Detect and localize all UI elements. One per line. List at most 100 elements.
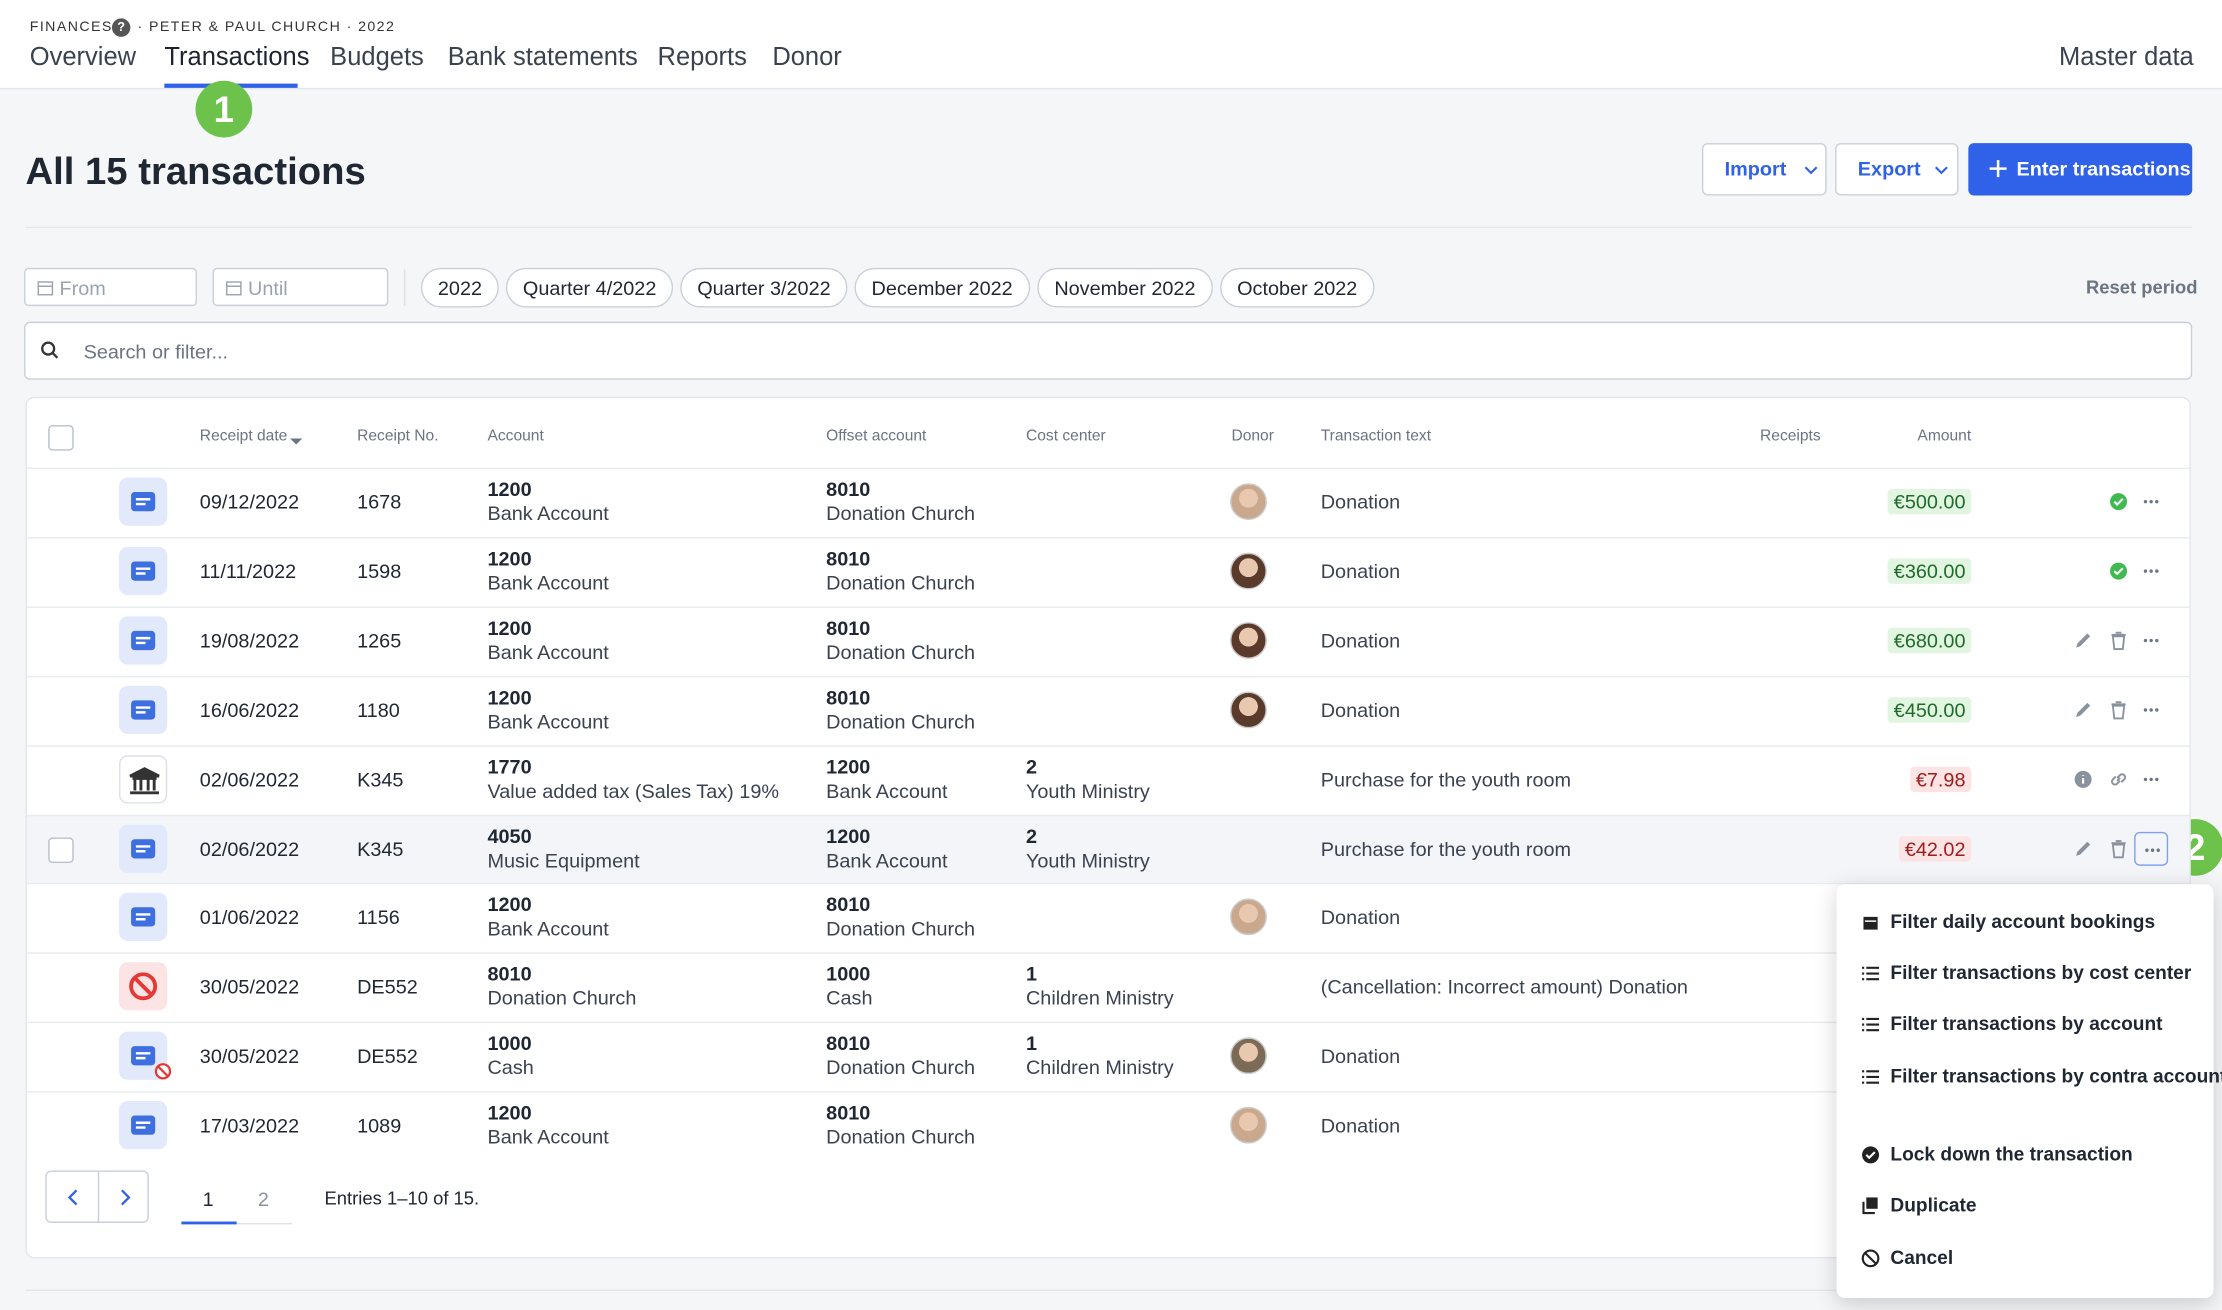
nav-tab[interactable]: Overview xyxy=(29,42,137,71)
nav-tab[interactable]: Budgets xyxy=(330,42,424,71)
account-name: Children Ministry xyxy=(1025,1055,1174,1079)
transaction-text: Donation xyxy=(1320,1113,1401,1137)
menu-item[interactable]: Lock down the transaction xyxy=(1837,1138,2214,1172)
table-row[interactable] xyxy=(26,883,2190,955)
reset-period[interactable]: Reset period xyxy=(2085,276,2198,298)
breadcrumb-context: · PETER & PAUL CHURCH · 2022 xyxy=(137,19,396,36)
account-name: Donation Church xyxy=(826,501,976,525)
table-row[interactable] xyxy=(26,467,2190,539)
edit-icon[interactable] xyxy=(2073,838,2093,858)
period-pill[interactable]: October 2022 xyxy=(1220,267,1375,308)
account-number: 1200 xyxy=(487,893,532,916)
donor-avatar[interactable] xyxy=(1230,898,1267,936)
more-button[interactable] xyxy=(2134,693,2168,727)
table-row[interactable] xyxy=(26,606,2190,678)
period-pill[interactable]: December 2022 xyxy=(854,267,1030,308)
master-data[interactable]: Master data xyxy=(2059,42,2194,71)
menu-icon xyxy=(1861,1248,1881,1268)
account-name: Bank Account xyxy=(487,640,609,663)
page-number[interactable]: 2 xyxy=(257,1187,269,1211)
menu-item[interactable]: Filter daily account bookings xyxy=(1837,906,2214,940)
donor-avatar[interactable] xyxy=(1230,691,1267,728)
help-icon[interactable]: ? xyxy=(111,18,131,37)
chevron xyxy=(1801,160,1821,180)
account-name: Bank Account xyxy=(487,917,609,941)
table-row[interactable] xyxy=(26,1091,2190,1163)
menu-item[interactable]: Cancel xyxy=(1837,1241,2214,1275)
nav-tab[interactable]: Reports xyxy=(657,42,747,71)
menu-icon xyxy=(1861,1196,1881,1216)
receipt-date: 30/05/2022 xyxy=(199,1044,300,1068)
column-header: Transaction text xyxy=(1320,427,1432,445)
account-name: Bank Account xyxy=(487,570,609,594)
receipt-date: 02/06/2022 xyxy=(199,767,300,791)
date-input[interactable]: From xyxy=(24,267,197,307)
table-row[interactable] xyxy=(26,744,2190,816)
next-button[interactable] xyxy=(115,1188,135,1208)
more-button[interactable] xyxy=(2134,762,2168,796)
account-number: 1000 xyxy=(487,1031,532,1055)
import-button[interactable]: Import xyxy=(1701,143,1827,196)
menu-item[interactable]: Filter transactions by account xyxy=(1837,1008,2214,1042)
table-row[interactable] xyxy=(26,814,2190,885)
delete-icon[interactable] xyxy=(2109,700,2129,720)
select-all[interactable] xyxy=(48,425,74,451)
row-checkbox[interactable] xyxy=(48,836,74,863)
account-name: Cash xyxy=(487,1055,534,1079)
search-placeholder: Search or filter... xyxy=(83,340,229,363)
nav-tab[interactable]: Donor xyxy=(772,42,842,71)
menu-item[interactable]: Filter transactions by contra account xyxy=(1837,1060,2222,1094)
search-box[interactable]: Search or filter... xyxy=(24,321,2193,380)
table-row[interactable] xyxy=(26,952,2190,1024)
account-number: 1 xyxy=(1025,1031,1038,1055)
column-header[interactable]: Receipt date xyxy=(199,427,288,445)
period-pill[interactable]: 2022 xyxy=(420,267,500,308)
table-row[interactable] xyxy=(26,536,2190,608)
delete-icon[interactable] xyxy=(2109,630,2129,650)
more-button[interactable] xyxy=(2134,485,2168,519)
receipt-no: 1156 xyxy=(357,906,400,929)
menu-icon xyxy=(1861,1067,1881,1087)
amount: €500.00 xyxy=(1888,488,1972,515)
table-row[interactable] xyxy=(26,675,2190,747)
delete-icon[interactable] xyxy=(2109,838,2129,858)
nav-tab[interactable]: Bank statements xyxy=(447,42,638,71)
donor-avatar[interactable] xyxy=(1230,483,1267,521)
page-tabs-line xyxy=(181,1222,292,1225)
account-number: 1770 xyxy=(487,754,532,778)
row-icon xyxy=(119,754,168,803)
donor-avatar[interactable] xyxy=(1230,1037,1267,1075)
date-input[interactable]: Until xyxy=(212,267,389,307)
page-number[interactable]: 1 xyxy=(202,1187,214,1211)
more-button[interactable] xyxy=(2134,831,2169,866)
account-number: 8010 xyxy=(826,1101,871,1124)
column-header: Donor xyxy=(1231,427,1274,445)
amount: €680.00 xyxy=(1888,627,1972,653)
donor-avatar[interactable] xyxy=(1230,621,1267,659)
menu-item[interactable]: Duplicate xyxy=(1837,1189,2214,1223)
period-pill[interactable]: Quarter 4/2022 xyxy=(505,267,674,308)
edit-icon[interactable] xyxy=(2073,630,2093,650)
row-icon xyxy=(119,546,168,596)
prev-button[interactable] xyxy=(64,1188,84,1208)
date-placeholder: Until xyxy=(247,276,288,300)
nav-tab[interactable]: Transactions xyxy=(164,42,310,71)
period-pill[interactable]: Quarter 3/2022 xyxy=(680,267,848,308)
receipt-no: DE552 xyxy=(357,975,418,999)
donor-avatar[interactable] xyxy=(1230,1106,1267,1144)
account-number: 4050 xyxy=(487,824,532,847)
breadcrumb-section: FINANCES xyxy=(29,19,113,36)
link-icon[interactable] xyxy=(2109,769,2129,789)
period-pill[interactable]: November 2022 xyxy=(1037,267,1213,308)
plus-icon xyxy=(1988,159,2008,179)
menu-icon xyxy=(1861,913,1881,933)
receipt-date: 17/03/2022 xyxy=(199,1113,300,1137)
table-row[interactable] xyxy=(26,1021,2190,1093)
more-button[interactable] xyxy=(2134,623,2168,657)
menu-item[interactable]: Filter transactions by cost center xyxy=(1837,957,2214,991)
donor-avatar[interactable] xyxy=(1230,552,1267,590)
account-name: Donation Church xyxy=(826,709,976,733)
edit-icon[interactable] xyxy=(2073,700,2093,720)
more-button[interactable] xyxy=(2134,554,2168,588)
